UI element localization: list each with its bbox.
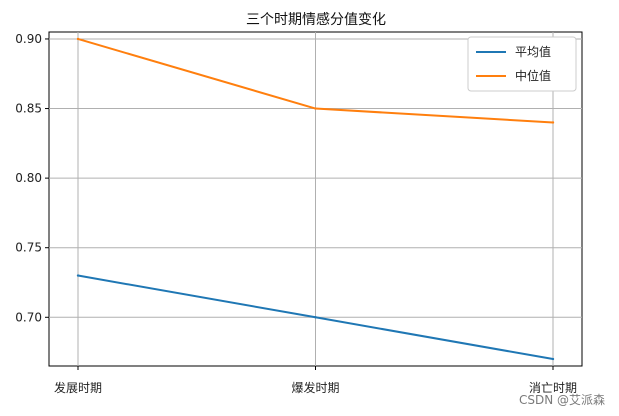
y-axis: 0.70 0.75 0.80 0.85 0.90 [15, 32, 49, 324]
y-tick-label: 0.75 [15, 241, 42, 255]
chart-title: 三个时期情感分值变化 [246, 11, 386, 28]
data-point [551, 121, 555, 124]
x-axis: 发展时期 爆发时期 消亡时期 [54, 366, 577, 395]
x-tick-label: 发展时期 [54, 380, 102, 395]
y-tick-label: 0.85 [15, 102, 42, 116]
watermark: CSDN @艾派森 [518, 393, 605, 407]
y-tick-label: 0.80 [15, 171, 42, 185]
y-tick-label: 0.70 [15, 310, 42, 324]
data-point [76, 274, 80, 277]
data-point [551, 357, 555, 361]
grid [49, 32, 582, 366]
data-point [314, 107, 317, 110]
y-tick-label: 0.90 [15, 32, 42, 46]
x-tick-label: 爆发时期 [291, 380, 339, 395]
legend-label-median: 中位值 [515, 68, 551, 83]
data-point [314, 316, 317, 319]
legend-box [467, 36, 577, 92]
legend-label-mean: 平均值 [515, 44, 551, 59]
x-tick-label: 消亡时期 [529, 381, 577, 395]
series [76, 37, 555, 361]
legend: 平均值 中位值 [467, 36, 577, 92]
data-point [76, 37, 80, 41]
